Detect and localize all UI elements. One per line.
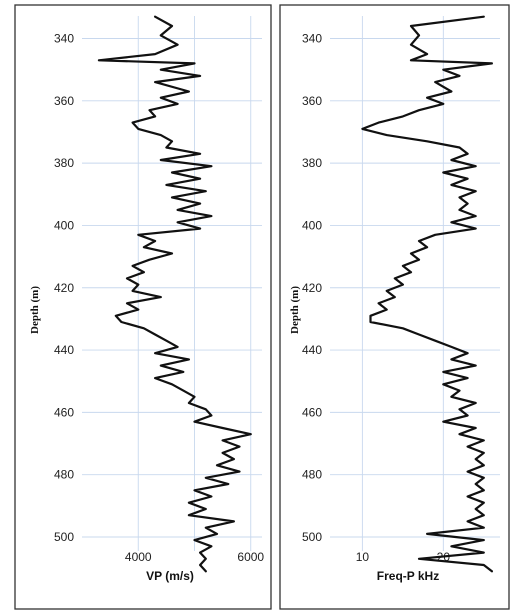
vp-log-curve: [97, 15, 252, 573]
vp-y-tick-label: 360: [54, 94, 74, 108]
vp-y-tick-label: 420: [54, 281, 74, 295]
vp-y-tick-label: 380: [54, 156, 74, 170]
vp-x-axis-title: VP (m/s): [146, 569, 194, 583]
freq-x-tick-label: 10: [356, 550, 370, 564]
vp-panel-frame: [14, 4, 272, 610]
freq-y-tick-label: 480: [302, 468, 322, 482]
freq-y-tick-label: 360: [302, 94, 322, 108]
freq-y-tick-label: 460: [302, 405, 322, 419]
vp-y-tick-label: 480: [54, 468, 74, 482]
freq-y-tick-label: 400: [302, 218, 322, 232]
vp-y-axis-title: Depth (m): [29, 286, 41, 334]
vp-plot-area: 340 360 380 400 420 440 460 480 500 4000 6000: [54, 15, 264, 573]
vp-x-tick-label: 4000: [125, 550, 152, 564]
vp-y-tick-label: 440: [54, 343, 74, 357]
freq-y-tick-label: 420: [302, 281, 322, 295]
freq-x-axis-title: Freq-P kHz: [377, 569, 439, 583]
freq-y-tick-label: 500: [302, 530, 322, 544]
freq-y-tick-label: 440: [302, 343, 322, 357]
vp-y-tick-label: 400: [54, 218, 74, 232]
freq-y-tick-label: 380: [302, 156, 322, 170]
vp-x-tick-label: 6000: [237, 550, 264, 564]
vp-y-tick-label: 500: [54, 530, 74, 544]
freq-panel-frame: [279, 4, 510, 610]
vp-y-tick-label: 460: [54, 405, 74, 419]
vp-y-tick-label: 340: [54, 32, 74, 46]
freq-y-tick-label: 340: [302, 32, 322, 46]
freq-log-curve: [361, 15, 493, 573]
vp-log-panel: 340 360 380 400 420 440 460 480 500 4000 6000 Dept…: [14, 4, 272, 610]
freq-y-axis-title: Depth (m): [289, 286, 301, 334]
